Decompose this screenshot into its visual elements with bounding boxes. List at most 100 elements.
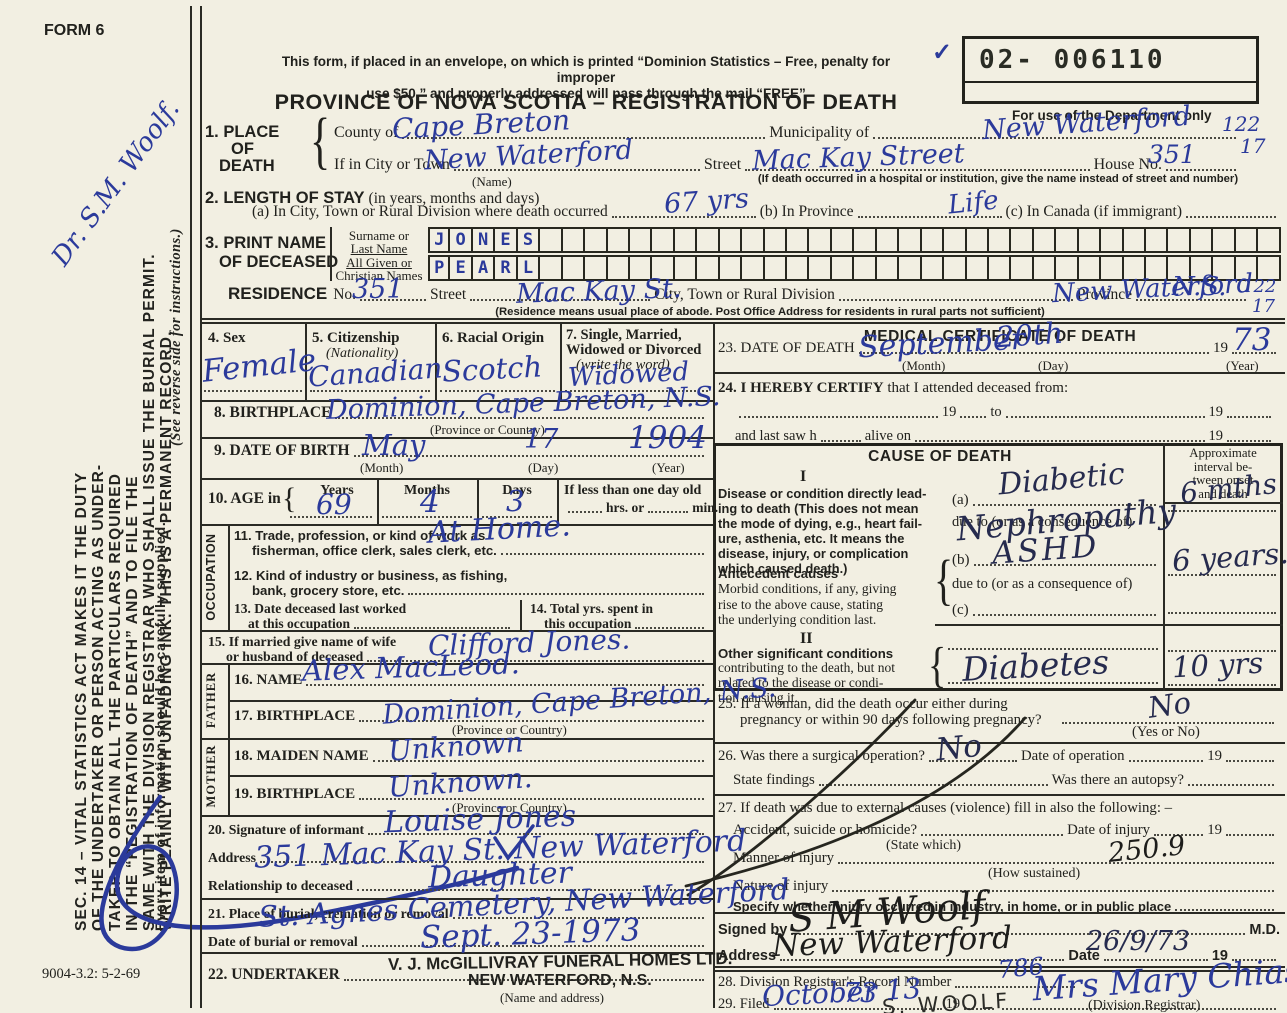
letter-box [1123,227,1146,253]
letter-box [966,227,989,253]
mail-notice-line1: This form, if placed in an envelope, on … [281,54,891,85]
q15-label-2: or husband of deceased [226,649,364,664]
row-divider [228,700,713,702]
q14-row: this occupation [544,616,708,632]
ink-scrawl [99,794,535,952]
q21-date-value: Sept. 23-1973 [419,912,641,956]
interval-header-divider [1163,502,1283,504]
q6-value: Scotch [441,349,543,389]
dotted-line [1128,759,1204,762]
q24-line3: and last saw h alive on 19 [735,428,1275,445]
hospital-note: (If death occurred in a hospital or inst… [757,173,1239,185]
cause-b-row: (b) [952,552,1160,569]
q23-19: 19 [1213,340,1228,356]
q26-findings-row: State findings Was there an autopsy? [733,772,1278,789]
dotted-line [648,510,689,513]
dotted-line [857,215,1002,218]
q25-label-1: 25. If a woman, did the death occur eith… [718,696,1008,712]
q17-sub: (Province or Country) [452,722,567,737]
q21-label: 21. Place of burial, cremation or remova… [208,906,449,921]
q11-value: At Home. [427,508,572,551]
interval-divider [1163,443,1165,691]
letter-box [944,227,967,253]
dotted-line [204,390,302,392]
q9-year-value: 1904 [628,420,707,456]
letter-box [629,227,653,253]
divider [228,524,230,630]
letter-box [876,227,900,253]
signed-row: Signed by M.D. [718,922,1280,938]
letter-box: O [450,227,473,253]
q1-label-line3: DEATH [219,157,275,175]
letter-box: N [472,227,496,253]
row-divider [200,524,713,526]
antecedent-line: the underlying condition last. [718,612,877,627]
letter-box: E [450,255,473,281]
letter-box [1146,227,1169,253]
q2-heading: 2. LENGTH OF STAY (in years, months and … [205,189,539,208]
q13-label-1: 13. Date deceased last worked [234,601,407,616]
q2c-label: (c) In Canada (if immigrant) [1005,203,1182,220]
q3-label-line2: OF DECEASED [219,253,339,271]
q25-value: No [1145,685,1194,725]
q2-row: (a) In City, Town or Rural Division wher… [252,203,1280,221]
cause-desc-line: ure, asthenia, etc. It means the [718,531,905,546]
q19-row: 19. BIRTHPLACE [234,786,708,803]
cause-desc-line: the mode of dying, e.g., heart fail- [718,516,923,531]
letter-box [1033,227,1057,253]
letter-box [742,227,765,253]
q21-row: 21. Place of burial, cremation or remova… [208,906,708,922]
letter-box: E [495,227,518,253]
given-label-2: Christian Names [335,268,423,283]
dotted-line [915,439,1205,442]
dotted-line [973,563,1156,566]
dotted-line [372,759,704,762]
occupation-side-label: OCCUPATION [204,533,218,621]
q3-label-line1: 3. PRINT NAME [205,234,327,252]
dotted-line [1232,351,1276,354]
dotted-line [1002,1007,1276,1010]
q14-label-2: this occupation [544,616,632,631]
surname-label-1: Surname or [348,228,410,243]
dotted-line [858,351,1209,354]
letter-box [562,255,586,281]
letter-box [831,255,855,281]
row-divider [200,898,713,900]
dotted-line [354,626,510,629]
mail-notice-line2: use $50,” and properly addressed will pa… [366,86,806,101]
other-cond-head: Other significant conditions [718,646,894,661]
q20-row: 20. Signature of informant [208,822,708,838]
letter-box [988,227,1012,253]
letter-box: P [428,255,451,281]
row-divider [200,630,713,632]
cause-desc-1: Disease or condition directly lead- ing … [718,486,926,576]
letter-box [1235,227,1259,253]
letter-box [697,255,720,281]
q22-label: 22. UNDERTAKER [208,966,340,983]
q20-rel-row: Relationship to deceased [208,878,708,894]
dotted-line [745,168,1090,171]
q24-19c: 19 [1208,428,1224,444]
q5-label: 5. Citizenship [312,330,400,346]
q9-label: 9. DATE OF BIRTH [214,442,350,459]
q24-line2: 19 to 19 [735,404,1275,421]
dotted-line [453,168,700,171]
row-divider [200,815,713,817]
q22-sub: (Name and address) [500,990,604,1005]
residence-label: RESIDENCE [228,284,328,303]
check-mark: ✓ [932,40,953,66]
dotted-line [832,889,1274,892]
q27-19: 19 [1207,822,1222,838]
dotted-line [1154,833,1204,836]
q26-value: No [934,727,984,769]
see-reverse-note: (See reverse side for instructions.) [168,228,184,446]
dotted-line [635,626,704,629]
q16-label: 16. NAME [234,672,303,688]
letter-box [876,255,900,281]
letter-box [607,227,630,253]
interval-header-line: tween onset [1192,473,1254,487]
letter-box [719,255,743,281]
q26-label: 26. Was there a surgical operation? [718,748,925,764]
dotted-line [1168,612,1276,614]
q27-how-sustained: (How sustained) [988,866,1081,881]
